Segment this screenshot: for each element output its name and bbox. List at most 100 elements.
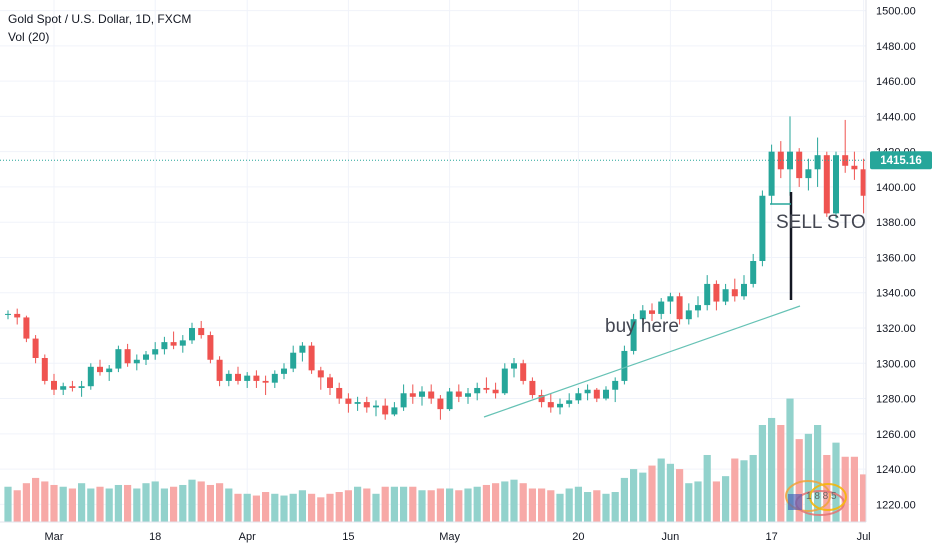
- candle-body[interactable]: [520, 363, 527, 381]
- candle-body[interactable]: [455, 391, 462, 397]
- candle-body[interactable]: [658, 301, 665, 314]
- candle-body[interactable]: [649, 310, 655, 314]
- candle-body[interactable]: [722, 289, 729, 302]
- candle-body[interactable]: [161, 342, 168, 350]
- candle-body[interactable]: [695, 305, 701, 311]
- candle-body[interactable]: [833, 155, 839, 214]
- candle-body[interactable]: [5, 313, 11, 315]
- candle-body[interactable]: [51, 380, 57, 390]
- candle-body[interactable]: [621, 350, 628, 381]
- candle-body[interactable]: [823, 155, 830, 214]
- symbol-title[interactable]: Gold Spot / U.S. Dollar, 1D, FXCM: [8, 12, 192, 26]
- candle-body[interactable]: [805, 169, 812, 179]
- candle-body[interactable]: [437, 398, 444, 410]
- candle-body[interactable]: [483, 387, 490, 390]
- candle-body[interactable]: [584, 389, 591, 394]
- candle-body[interactable]: [253, 375, 260, 381]
- volume-bar: [666, 463, 674, 522]
- candle-body[interactable]: [419, 391, 425, 397]
- candle-body[interactable]: [704, 283, 711, 306]
- candle-body[interactable]: [501, 368, 508, 394]
- candle-body[interactable]: [428, 391, 435, 399]
- candle-body[interactable]: [566, 400, 573, 404]
- candle-body[interactable]: [124, 349, 131, 364]
- candle-body[interactable]: [860, 169, 867, 196]
- time-axis-bg[interactable]: [0, 522, 866, 550]
- candle-body[interactable]: [271, 373, 278, 383]
- candle-body[interactable]: [225, 373, 232, 381]
- candle-body[interactable]: [667, 296, 674, 302]
- candle-body[interactable]: [511, 363, 517, 369]
- candle-body[interactable]: [409, 393, 416, 397]
- candle-body[interactable]: [768, 151, 775, 196]
- candle-body[interactable]: [152, 349, 159, 355]
- candle-body[interactable]: [593, 389, 600, 399]
- candle-body[interactable]: [639, 310, 646, 320]
- candle-body[interactable]: [41, 357, 48, 381]
- candle-body[interactable]: [106, 368, 113, 373]
- candle-body[interactable]: [465, 393, 471, 397]
- candle-body[interactable]: [603, 389, 609, 399]
- candle-body[interactable]: [750, 261, 757, 284]
- candle-body[interactable]: [235, 373, 241, 381]
- candle-body[interactable]: [14, 313, 21, 318]
- candle-body[interactable]: [32, 338, 39, 358]
- candle-body[interactable]: [23, 317, 30, 339]
- candle-body[interactable]: [363, 402, 370, 408]
- candle-body[interactable]: [244, 375, 251, 381]
- candle-body[interactable]: [198, 328, 205, 336]
- candle-body[interactable]: [354, 402, 361, 404]
- candle-body[interactable]: [713, 283, 720, 302]
- candle-body[interactable]: [179, 340, 186, 346]
- candle-body[interactable]: [216, 359, 223, 381]
- trendline[interactable]: [483, 305, 801, 418]
- candle-body[interactable]: [391, 407, 398, 415]
- candle-body[interactable]: [529, 380, 536, 396]
- candle-body[interactable]: [492, 389, 499, 394]
- candle-body[interactable]: [60, 386, 67, 390]
- candle-body[interactable]: [676, 296, 683, 320]
- candle-body[interactable]: [345, 398, 352, 404]
- candle-body[interactable]: [842, 155, 849, 166]
- candle-body[interactable]: [189, 328, 195, 341]
- candle-body[interactable]: [547, 402, 554, 408]
- candle-body[interactable]: [143, 354, 149, 360]
- candle-body[interactable]: [851, 165, 858, 170]
- candle-body[interactable]: [133, 359, 140, 364]
- candle-body[interactable]: [796, 151, 803, 179]
- candle-body[interactable]: [336, 387, 343, 399]
- candle-body[interactable]: [759, 195, 766, 261]
- candle-body[interactable]: [69, 386, 76, 388]
- candle-body[interactable]: [612, 380, 619, 390]
- candle-body[interactable]: [731, 289, 738, 297]
- candle-body[interactable]: [281, 368, 287, 374]
- volume-indicator-title[interactable]: Vol (20): [8, 30, 50, 44]
- candle-body[interactable]: [115, 349, 122, 369]
- candle-body[interactable]: [630, 319, 637, 351]
- candle-body[interactable]: [557, 403, 563, 408]
- candle-body[interactable]: [290, 352, 297, 369]
- candle-body[interactable]: [685, 310, 692, 320]
- candle-body[interactable]: [97, 366, 103, 373]
- candle-body[interactable]: [78, 386, 85, 388]
- candle-body[interactable]: [327, 377, 333, 388]
- candle-body[interactable]: [575, 393, 582, 401]
- candle-body[interactable]: [262, 380, 269, 383]
- candle-body[interactable]: [373, 405, 379, 408]
- candle-body[interactable]: [814, 155, 821, 170]
- candle-body[interactable]: [741, 283, 747, 297]
- candle-body[interactable]: [446, 391, 453, 410]
- volume-bar: [96, 486, 104, 522]
- price-axis-bg[interactable]: [866, 0, 932, 522]
- candle-body[interactable]: [317, 370, 324, 378]
- candle-body[interactable]: [170, 342, 177, 346]
- candle-body[interactable]: [382, 405, 389, 415]
- candle-body[interactable]: [87, 366, 94, 387]
- candle-body[interactable]: [308, 345, 315, 371]
- candle-body[interactable]: [538, 395, 545, 403]
- candle-body[interactable]: [299, 345, 306, 353]
- candle-body[interactable]: [400, 393, 407, 408]
- candle-body[interactable]: [474, 387, 481, 394]
- candle-body[interactable]: [207, 335, 214, 360]
